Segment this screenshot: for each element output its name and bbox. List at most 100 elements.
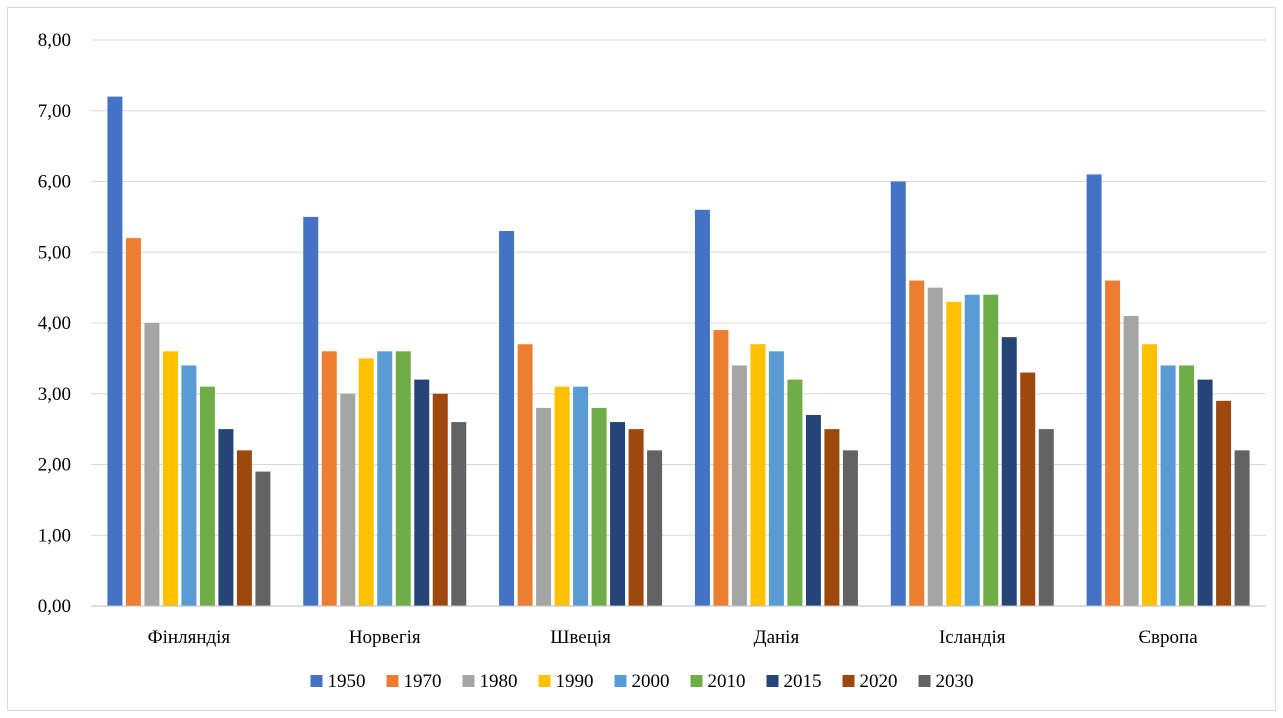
bar-фінляндія-2015: [218, 429, 234, 606]
legend-item-2015: 2015: [766, 671, 822, 692]
y-tick-label: 2,00: [38, 455, 71, 476]
bar-норвегія-2020: [432, 393, 448, 606]
y-tick-label: 6,00: [38, 172, 71, 193]
bar-данія-1980: [731, 365, 747, 606]
bar-фінляндія-2000: [181, 365, 197, 606]
legend-swatch: [842, 675, 855, 687]
x-tick-label: Європа: [1139, 627, 1199, 648]
bar-ісландія-1980: [927, 287, 943, 606]
bar-європа-2000: [1160, 365, 1176, 606]
bar-швеція-2020: [628, 429, 644, 606]
bar-ісландія-2000: [964, 294, 980, 606]
bar-данія-2020: [824, 429, 840, 606]
legend-swatch: [386, 675, 399, 687]
bar-ісландія-1990: [946, 301, 962, 606]
bar-швеція-2010: [591, 407, 607, 606]
legend-label: 1950: [328, 671, 366, 692]
bar-данія-2030: [842, 450, 858, 606]
bar-ісландія-2020: [1020, 372, 1036, 606]
y-tick-label: 1,00: [38, 525, 71, 546]
bar-ісландія-1970: [909, 280, 925, 606]
bar-європа-2015: [1197, 379, 1213, 606]
bar-норвегія-2000: [377, 351, 393, 606]
x-tick-label: Ісландія: [939, 627, 1006, 648]
bar-швеція-1980: [536, 407, 552, 606]
bar-швеція-1970: [517, 344, 533, 606]
bar-данія-1990: [750, 344, 766, 606]
bar-європа-1980: [1123, 315, 1139, 606]
legend-item-1980: 1980: [462, 671, 518, 692]
bar-ісландія-2030: [1038, 429, 1054, 606]
bar-європа-1950: [1086, 174, 1102, 607]
bar-швеція-1990: [554, 386, 570, 606]
bar-швеція-1950: [499, 231, 515, 606]
legend-item-2010: 2010: [690, 671, 746, 692]
y-tick-label: 3,00: [38, 384, 71, 405]
legend-item-2030: 2030: [918, 671, 974, 692]
x-tick-label: Фінляндія: [148, 627, 231, 648]
legend-item-1970: 1970: [386, 671, 442, 692]
legend-label: 2020: [860, 671, 898, 692]
legend-swatch: [310, 675, 323, 687]
bar-ісландія-2015: [1001, 337, 1017, 606]
bars: [107, 96, 1250, 607]
chart-frame: 0,00 1,00 2,00 3,00 4,00 5,00 6,00 7,00 8,00 Фін…: [7, 7, 1276, 711]
bar-фінляндія-1950: [107, 96, 123, 606]
legend-label: 1970: [404, 671, 442, 692]
y-tick-label: 8,00: [38, 30, 71, 51]
bar-норвегія-1990: [358, 358, 374, 606]
x-axis-tick-labels: Фінляндія Норвегія Швеція Данія Ісландія Євро…: [148, 627, 1199, 648]
bar-фінляндія-2030: [255, 471, 271, 606]
bar-фінляндія-2020: [236, 450, 252, 606]
legend-label: 1980: [480, 671, 518, 692]
y-axis-tick-labels: 0,00 1,00 2,00 3,00 4,00 5,00 6,00 7,00 8,00: [38, 30, 71, 617]
legend-swatch: [538, 675, 551, 687]
y-tick-label: 0,00: [38, 596, 71, 617]
legend-swatch: [690, 675, 703, 687]
legend-item-1990: 1990: [538, 671, 594, 692]
y-tick-label: 7,00: [38, 101, 71, 122]
bar-норвегія-1970: [321, 351, 337, 606]
legend-swatch: [918, 675, 931, 687]
legend-item-2020: 2020: [842, 671, 898, 692]
bar-європа-2030: [1234, 450, 1250, 606]
bar-швеція-2030: [647, 450, 663, 606]
bar-данія-2015: [805, 414, 821, 606]
bar-ісландія-2010: [983, 294, 999, 606]
bar-норвегія-2010: [395, 351, 411, 606]
gridlines: [91, 39, 1266, 536]
legend-label: 2030: [936, 671, 974, 692]
legend-label: 2000: [632, 671, 670, 692]
y-tick-label: 5,00: [38, 242, 71, 263]
bar-chart: 0,00 1,00 2,00 3,00 4,00 5,00 6,00 7,00 8,00 Фін…: [38, 30, 1266, 692]
y-tick-label: 4,00: [38, 313, 71, 334]
bar-швеція-2015: [610, 422, 626, 606]
bar-європа-1970: [1105, 280, 1121, 606]
bar-данія-1950: [694, 209, 710, 607]
x-tick-label: Швеція: [550, 627, 611, 648]
x-tick-label: Данія: [754, 627, 800, 648]
legend-item-1950: 1950: [310, 671, 366, 692]
legend-swatch: [766, 675, 779, 687]
bar-європа-1990: [1142, 344, 1158, 606]
bar-данія-1970: [713, 330, 729, 606]
bar-норвегія-1980: [340, 393, 356, 606]
bar-фінляндія-1970: [125, 238, 141, 606]
bar-данія-2000: [768, 351, 784, 606]
bar-фінляндія-1990: [162, 351, 178, 606]
bar-європа-2010: [1179, 365, 1195, 606]
legend-swatch: [462, 675, 475, 687]
legend: 1950 1970 1980 1990 2000 2010 2015 2020 2030: [310, 671, 974, 692]
bar-ісландія-1950: [890, 181, 906, 606]
bar-фінляндія-2010: [199, 386, 215, 606]
legend-swatch: [614, 675, 627, 687]
bar-фінляндія-1980: [144, 323, 160, 606]
legend-label: 2015: [784, 671, 822, 692]
x-tick-label: Норвегія: [349, 627, 421, 648]
bar-норвегія-2030: [451, 422, 467, 606]
legend-label: 2010: [708, 671, 746, 692]
legend-label: 1990: [556, 671, 594, 692]
bar-норвегія-2015: [414, 379, 430, 606]
bar-швеція-2000: [573, 386, 589, 606]
bar-європа-2020: [1216, 400, 1232, 606]
